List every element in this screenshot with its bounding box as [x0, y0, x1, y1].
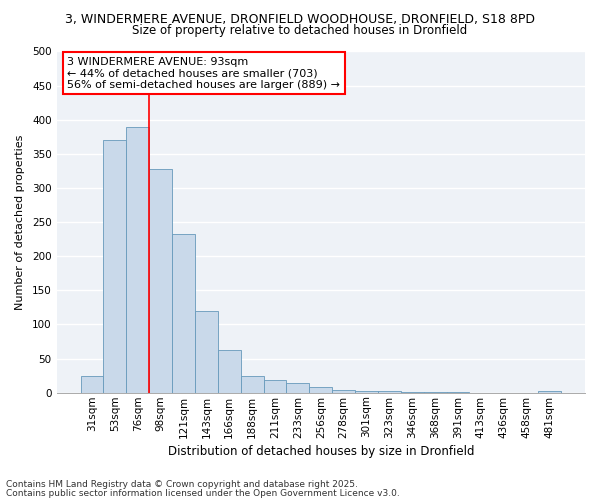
Bar: [310, 387, 332, 392]
Bar: [355, 390, 378, 392]
Bar: [218, 350, 241, 393]
Text: Contains public sector information licensed under the Open Government Licence v3: Contains public sector information licen…: [6, 489, 400, 498]
Bar: [172, 234, 195, 392]
Bar: [149, 169, 172, 392]
Text: 3 WINDERMERE AVENUE: 93sqm
← 44% of detached houses are smaller (703)
56% of sem: 3 WINDERMERE AVENUE: 93sqm ← 44% of deta…: [67, 56, 340, 90]
Bar: [241, 376, 263, 392]
Bar: [286, 383, 310, 392]
Bar: [195, 311, 218, 392]
Bar: [127, 126, 149, 392]
Text: Contains HM Land Registry data © Crown copyright and database right 2025.: Contains HM Land Registry data © Crown c…: [6, 480, 358, 489]
Bar: [80, 376, 103, 392]
Bar: [103, 140, 127, 392]
Bar: [332, 390, 355, 392]
Text: Size of property relative to detached houses in Dronfield: Size of property relative to detached ho…: [133, 24, 467, 37]
Bar: [263, 380, 286, 392]
Y-axis label: Number of detached properties: Number of detached properties: [15, 134, 25, 310]
Text: 3, WINDERMERE AVENUE, DRONFIELD WOODHOUSE, DRONFIELD, S18 8PD: 3, WINDERMERE AVENUE, DRONFIELD WOODHOUS…: [65, 12, 535, 26]
X-axis label: Distribution of detached houses by size in Dronfield: Distribution of detached houses by size …: [167, 444, 474, 458]
